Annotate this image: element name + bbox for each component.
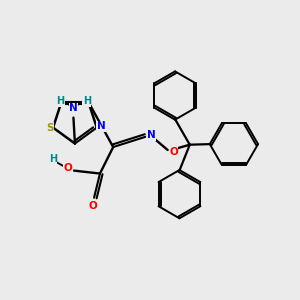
Text: S: S <box>46 123 53 133</box>
Text: H: H <box>82 96 91 106</box>
Text: N: N <box>97 121 106 131</box>
Text: H: H <box>49 154 57 164</box>
Text: O: O <box>63 163 72 173</box>
Text: H: H <box>56 96 64 106</box>
Text: O: O <box>89 201 98 211</box>
Text: O: O <box>169 147 178 158</box>
Text: N: N <box>146 130 155 140</box>
Text: N: N <box>69 103 78 113</box>
